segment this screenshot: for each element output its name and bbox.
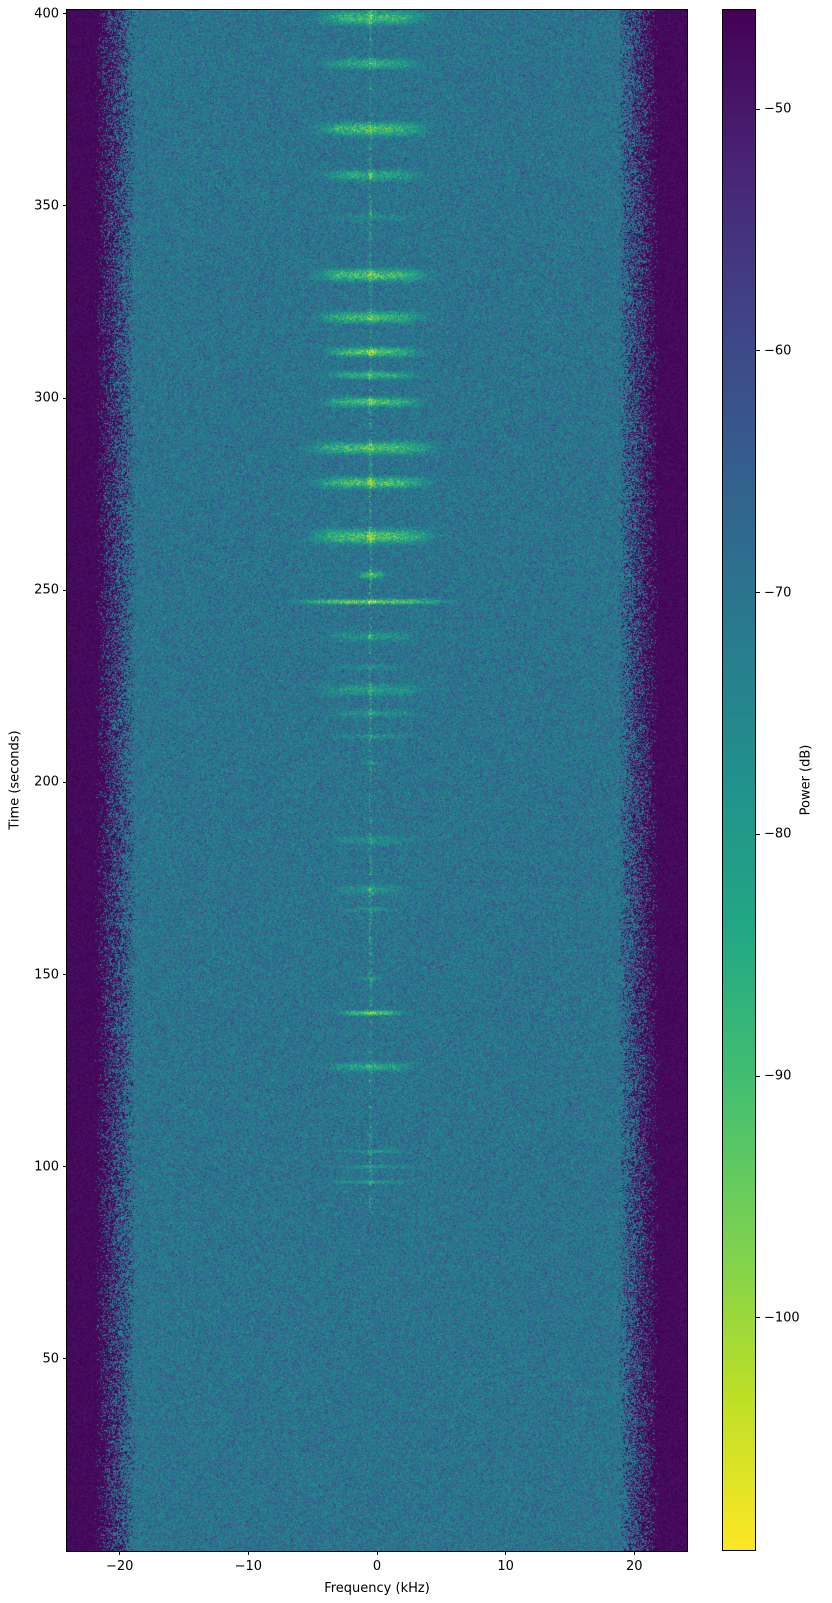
- y-tick-mark: [63, 205, 67, 207]
- x-tick-label: −10: [234, 1559, 263, 1574]
- x-tick-label: 0: [372, 1559, 382, 1574]
- colorbar-tick-mark: [756, 350, 760, 352]
- y-tick-label: 50: [42, 1351, 59, 1367]
- colorbar-label: Power (dB): [798, 744, 814, 816]
- colorbar-tick-mark: [756, 1317, 760, 1319]
- y-tick-label: 400: [34, 6, 59, 22]
- colorbar-tick-mark: [756, 833, 760, 835]
- colorbar-tick-mark: [756, 1075, 760, 1077]
- colorbar-tick-label: −50: [764, 101, 792, 117]
- colorbar-tick-label: −70: [764, 585, 792, 601]
- colorbar-tick-mark: [756, 592, 760, 594]
- y-tick-mark: [63, 13, 67, 15]
- colorbar-gradient: [723, 10, 755, 1550]
- y-tick-mark: [63, 397, 67, 399]
- colorbar-tick-label: −80: [764, 826, 792, 842]
- y-tick-label: 150: [34, 967, 59, 983]
- colorbar-tick-label: −60: [764, 343, 792, 359]
- x-tick-mark: [119, 1551, 121, 1555]
- colorbar-tick-label: −90: [764, 1068, 792, 1084]
- spectrogram-image: [67, 10, 687, 1551]
- x-tick-mark: [633, 1551, 635, 1555]
- y-tick-mark: [63, 781, 67, 783]
- colorbar-tick-mark: [756, 108, 760, 110]
- x-tick-mark: [376, 1551, 378, 1555]
- y-tick-label: 200: [34, 774, 59, 790]
- y-tick-mark: [63, 1166, 67, 1168]
- x-tick-label: −20: [106, 1559, 134, 1574]
- y-tick-mark: [63, 974, 67, 976]
- y-tick-label: 250: [34, 582, 59, 598]
- x-tick-label: 10: [497, 1559, 514, 1574]
- y-tick-label: 300: [34, 390, 59, 406]
- y-tick-label: 100: [34, 1159, 59, 1175]
- colorbar-tick-label: −100: [764, 1310, 800, 1326]
- y-tick-label: 350: [34, 198, 59, 214]
- y-tick-mark: [63, 1358, 67, 1360]
- x-tick-mark: [247, 1551, 249, 1555]
- x-tick-label: 20: [625, 1559, 643, 1574]
- y-tick-mark: [63, 589, 67, 591]
- x-axis-label: Frequency (kHz): [324, 1581, 430, 1596]
- x-tick-mark: [505, 1551, 507, 1555]
